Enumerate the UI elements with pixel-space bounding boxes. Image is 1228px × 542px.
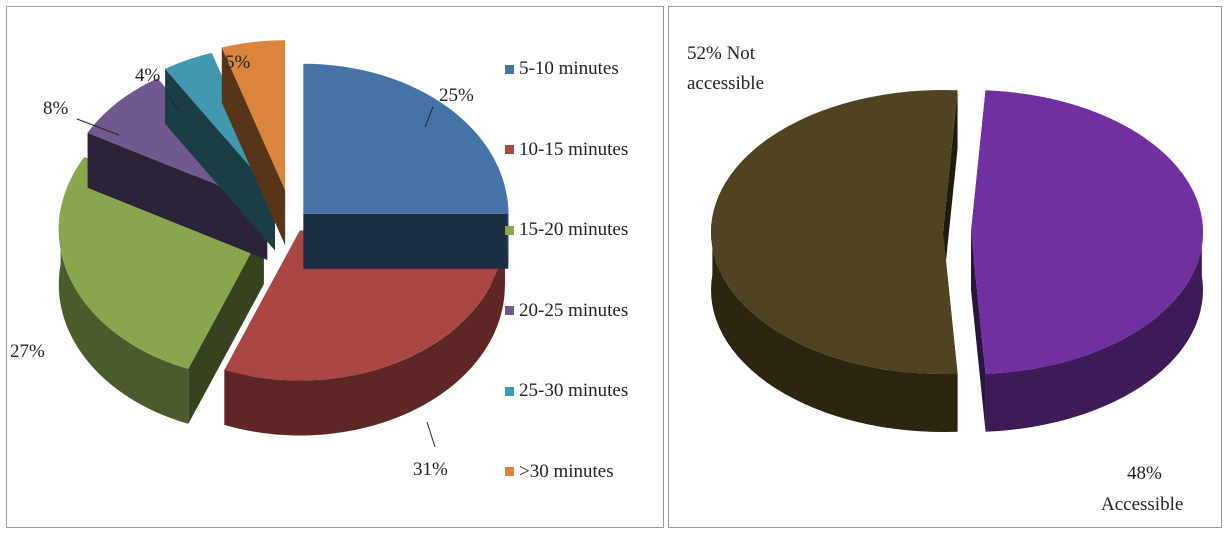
legend-label: >30 minutes	[519, 460, 614, 482]
legend-item: 25-30 minutes	[505, 380, 665, 401]
legend-item: 20-25 minutes	[505, 299, 665, 321]
chart-panel-left: 25% 31% 27% 8% 4% 5% 5-10 minutes 10-15 minut…	[6, 6, 664, 528]
pie-slice	[710, 90, 958, 432]
data-label: 48%	[1127, 463, 1162, 484]
legend-label: 10-15 minutes	[519, 138, 629, 160]
data-label: 5%	[225, 52, 251, 73]
data-label: 4%	[135, 65, 161, 86]
legend-swatch	[505, 145, 514, 154]
legend-label: 20-25 minutes	[519, 299, 629, 321]
chart-panel-right: 52% Not accessible 48% Accessible	[668, 6, 1222, 528]
pie-chart-travel-time: 25% 31% 27% 8% 4% 5%	[10, 40, 509, 480]
leader-line	[424, 106, 434, 128]
legend-item: 10-15 minutes	[505, 138, 665, 160]
leader-line	[168, 96, 180, 112]
legend-label: 15-20 minutes	[519, 219, 629, 240]
data-label: 52% Not	[687, 43, 756, 64]
data-label: 25%	[439, 85, 474, 106]
legend-swatch	[505, 306, 514, 315]
legend-swatch	[505, 64, 514, 74]
data-label: accessible	[687, 73, 764, 94]
pie-slice	[971, 90, 1203, 432]
legend-label: 5-10 minutes	[519, 58, 619, 79]
legend-item: 15-20 minutes	[505, 219, 665, 240]
data-label: 31%	[413, 459, 448, 480]
data-label: 27%	[10, 341, 45, 362]
legend-swatch	[505, 467, 514, 476]
pie-chart-accessibility: 52% Not accessible 48% Accessible	[687, 43, 1203, 515]
data-label: Accessible	[1101, 494, 1183, 515]
pie-slice	[221, 40, 286, 246]
pie-slice	[303, 63, 509, 269]
legend-label: 25-30 minutes	[519, 380, 629, 401]
legend: 5-10 minutes 10-15 minutes 15-20 minutes…	[505, 58, 665, 542]
leader-line	[426, 421, 436, 448]
legend-swatch	[505, 386, 514, 396]
legend-item: >30 minutes	[505, 460, 665, 482]
legend-item: 5-10 minutes	[505, 58, 665, 79]
data-label: 8%	[43, 98, 69, 119]
leader-line	[76, 118, 120, 136]
legend-swatch	[505, 225, 514, 235]
